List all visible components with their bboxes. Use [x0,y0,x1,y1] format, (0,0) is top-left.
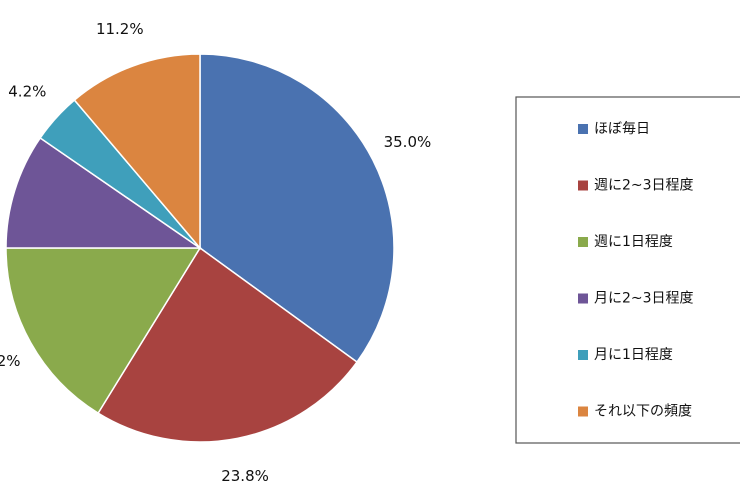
pie-slice [199,53,395,364]
legend-label: それ以下の頻度 [594,404,692,420]
legend-swatch [578,180,588,191]
pie-slice [5,247,202,415]
data-label: 23.8% [221,467,269,485]
data-label: 4.2% [8,82,46,100]
legend-swatch [578,124,588,134]
pie-slice [97,246,358,443]
data-label: 11.2% [96,20,144,38]
legend-swatch [578,293,588,304]
legend-label: 週に2~3日程度 [594,178,694,194]
legend-label: ほぼ毎日 [594,121,650,137]
legend-label: 週に1日程度 [594,234,673,250]
legend-swatch [578,350,588,360]
data-label: 16.2% [0,352,21,370]
legend-swatch [578,406,588,417]
pie-slice [73,53,201,251]
legend-box [515,96,740,444]
pie-slice [5,136,203,249]
legend-label: 月に1日程度 [594,347,673,363]
legend-swatch [578,237,588,247]
data-label: 35.0% [384,133,432,151]
legend-label: 月に2~3日程度 [594,291,694,307]
